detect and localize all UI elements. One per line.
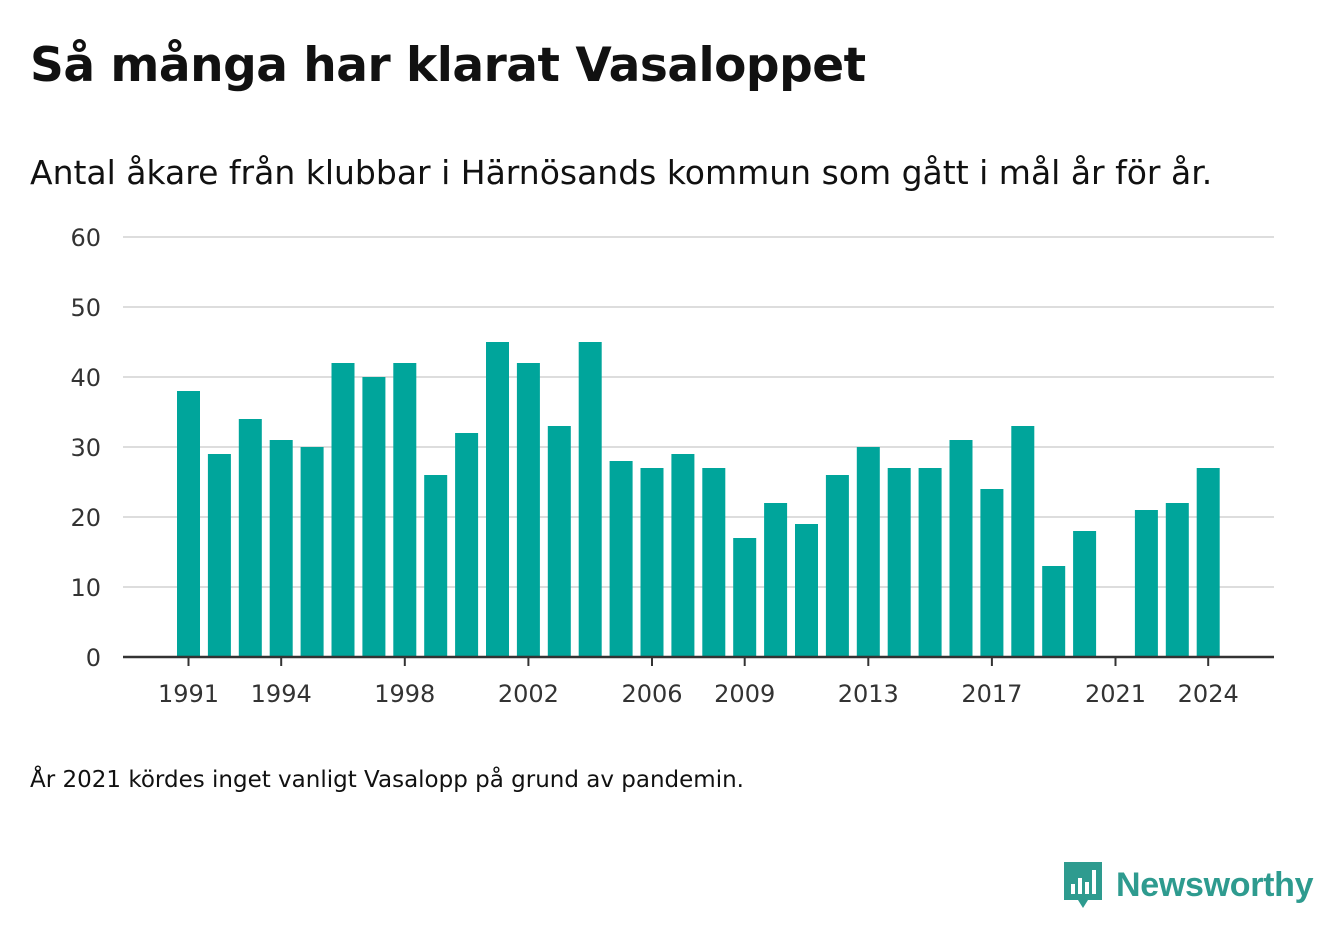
bar-1994 [269,440,293,657]
x-tick-label: 2009 [714,680,775,708]
gridlines [123,236,1274,588]
bar-1997 [362,377,386,657]
bar-1995 [300,447,324,657]
bars [177,342,1220,657]
bar-2022 [1134,510,1158,657]
y-axis-ticks: 0 10 20 30 40 50 60 [70,224,101,672]
bar-2009 [733,538,757,657]
chart-subtitle: Antal åkare från klubbar i Härnösands ko… [30,153,1213,192]
x-tick-label: 2021 [1085,680,1146,708]
bar-2015 [918,468,942,657]
bar-2019 [1042,566,1066,657]
x-tick-label: 2017 [961,680,1022,708]
x-tick-label: 1998 [374,680,435,708]
x-tick-label: 1994 [251,680,312,708]
bar-2003 [547,426,571,657]
footnote: År 2021 kördes inget vanligt Vasalopp på… [30,767,744,793]
y-tick-label: 30 [70,434,101,462]
y-tick-label: 60 [70,224,101,252]
bar-2008 [702,468,726,657]
bar-1991 [177,391,200,657]
bar-1992 [207,454,231,657]
bar-2006 [640,468,664,657]
bar-2020 [1073,531,1097,657]
bar-2013 [856,447,880,657]
newsworthy-logo-icon [1064,862,1102,908]
bar-2002 [516,363,540,657]
y-tick-label: 50 [70,294,101,322]
brand-name: Newsworthy [1116,865,1314,904]
y-tick-label: 0 [86,644,101,672]
bar-2012 [825,475,849,657]
bar-2018 [1011,426,1035,657]
bar-1998 [393,363,417,657]
y-tick-label: 10 [70,574,101,602]
bar-2011 [795,524,818,657]
bar-2007 [671,454,695,657]
bar-2001 [486,342,509,657]
bar-2004 [578,342,602,657]
x-tick-label: 2006 [621,680,682,708]
x-axis: 1991 1994 1998 2002 2006 2009 2013 2017 2021 2024 [123,655,1274,708]
bar-1996 [331,363,355,657]
bar-2017 [980,489,1004,657]
brand-logo: Newsworthy [1062,860,1314,910]
x-tick-label: 2013 [838,680,899,708]
bar-2010 [764,503,788,657]
y-tick-label: 40 [70,364,101,392]
chart-title: Så många har klarat Vasaloppet [30,38,866,93]
bar-2000 [455,433,479,657]
x-tick-label: 2024 [1178,680,1239,708]
x-tick-label: 2002 [498,680,559,708]
bar-2023 [1165,503,1189,657]
bar-1999 [424,475,448,657]
bar-2005 [609,461,633,657]
bar-2016 [949,440,973,657]
bar-2024 [1196,468,1220,657]
bar-chart: 0 10 20 30 40 50 60 1991 1994 1998 2002 2006 2009 20… [70,224,1274,708]
y-tick-label: 20 [70,504,101,532]
bar-1993 [238,419,262,657]
bar-2014 [887,468,911,657]
x-tick-label: 1991 [158,680,219,708]
